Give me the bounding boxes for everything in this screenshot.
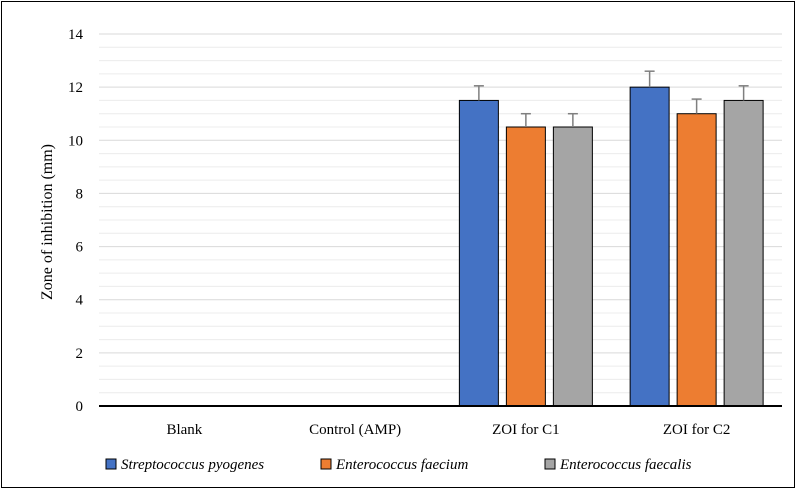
bar — [458, 99, 499, 407]
y-tick-label: 10 — [68, 133, 83, 149]
x-tick-label: Blank — [166, 422, 202, 438]
y-tick-label: 2 — [76, 346, 84, 362]
bars — [458, 70, 764, 407]
x-axis: Blank Control (AMP) ZOI for C1 ZOI for C2 — [99, 405, 782, 438]
bar — [505, 126, 546, 407]
y-axis-title: Zone of inhibition (mm) — [39, 144, 56, 300]
bar — [629, 86, 670, 407]
legend-swatch — [320, 458, 332, 470]
bar — [552, 126, 593, 407]
y-axis: 0 2 4 6 8 10 12 14 — [68, 27, 84, 415]
legend-swatch — [105, 458, 117, 470]
legend-label: Enterococcus faecium — [335, 457, 468, 473]
bar — [676, 113, 717, 407]
legend-label: Streptococcus pyogenes — [121, 457, 264, 473]
y-tick-label: 12 — [68, 80, 83, 96]
y-tick-label: 14 — [68, 27, 84, 43]
y-tick-label: 6 — [76, 240, 84, 256]
x-tick-label: ZOI for C2 — [663, 422, 731, 438]
y-tick-label: 4 — [76, 293, 84, 309]
bar — [723, 99, 764, 407]
x-tick-label: ZOI for C1 — [492, 422, 560, 438]
y-tick-label: 0 — [76, 399, 84, 415]
legend-label: Enterococcus faecalis — [559, 457, 692, 473]
legend-swatch — [544, 458, 556, 470]
y-tick-label: 8 — [76, 186, 84, 202]
legend: Streptococcus pyogenes Enterococcus faeci… — [105, 457, 692, 473]
x-tick-label: Control (AMP) — [309, 422, 401, 438]
